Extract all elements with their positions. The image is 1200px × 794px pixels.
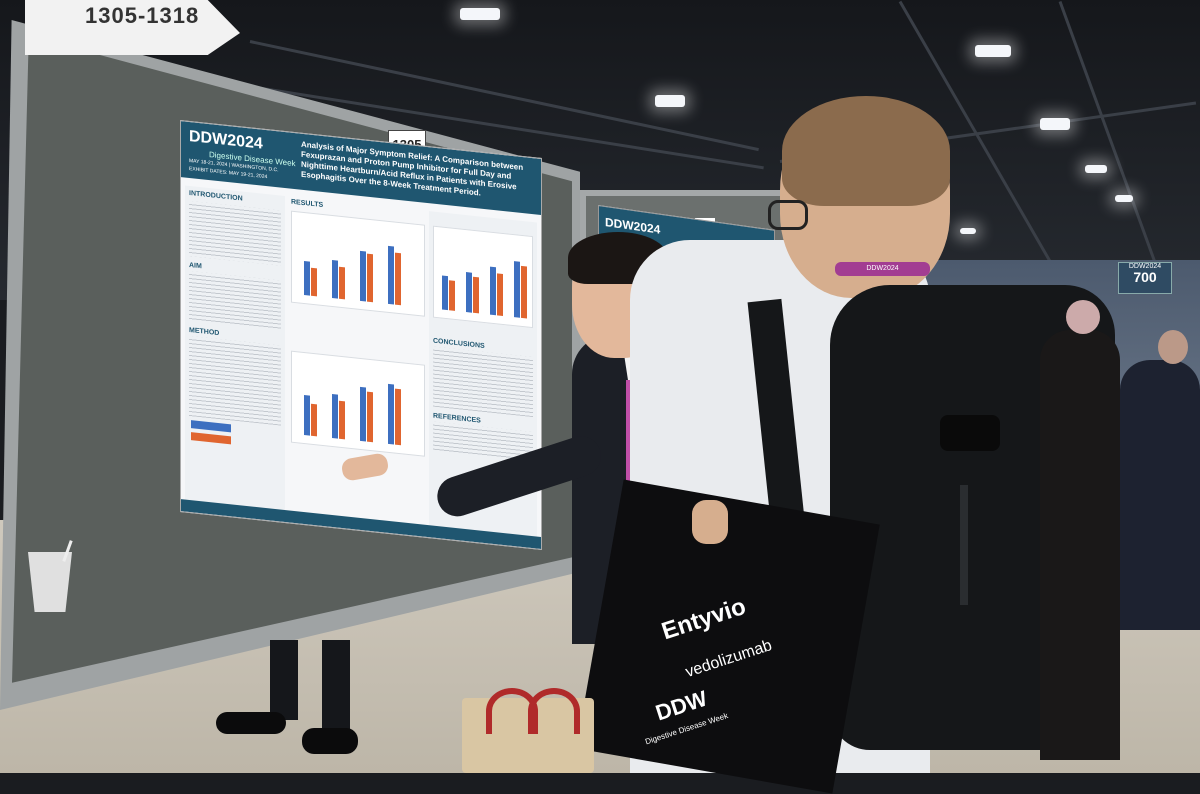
chart-bar bbox=[449, 280, 455, 311]
ceiling-light bbox=[960, 228, 976, 234]
chart-bar bbox=[339, 266, 345, 300]
chart-bar bbox=[332, 259, 338, 299]
chart-bar bbox=[311, 267, 317, 297]
text-block bbox=[189, 335, 281, 426]
handbag bbox=[462, 688, 594, 773]
chart-bar bbox=[360, 386, 366, 442]
results-chart-3 bbox=[433, 225, 533, 329]
chart-bar bbox=[497, 273, 503, 316]
plastic-cup bbox=[28, 552, 72, 612]
chart-bar bbox=[388, 383, 394, 445]
hall-sign-brand: DDW2024 bbox=[1128, 263, 1162, 270]
ceiling-light bbox=[460, 8, 500, 20]
ceiling-light bbox=[975, 45, 1011, 57]
chart-bar bbox=[395, 252, 401, 306]
results-chart-1 bbox=[291, 210, 425, 317]
shoe bbox=[302, 728, 358, 754]
chart-bar bbox=[466, 272, 472, 313]
presenter-lanyard bbox=[626, 380, 632, 520]
text-block bbox=[189, 200, 281, 266]
attendee-lanyard: DDW2024 bbox=[835, 262, 930, 276]
flow-box bbox=[191, 420, 231, 433]
person bbox=[1120, 360, 1200, 630]
attendee-hand bbox=[692, 500, 728, 544]
ceiling-light bbox=[655, 95, 685, 107]
shoe bbox=[216, 712, 286, 734]
chart-bar bbox=[367, 253, 373, 303]
leg bbox=[322, 640, 350, 730]
chart-bar bbox=[332, 393, 338, 439]
chart-bar bbox=[521, 265, 527, 319]
ceiling-light bbox=[1040, 118, 1070, 130]
chart-bar bbox=[304, 395, 310, 436]
chart-bar bbox=[339, 400, 345, 440]
section-results: RESULTS bbox=[291, 198, 324, 210]
person bbox=[1040, 330, 1120, 760]
handbag-handle bbox=[528, 688, 580, 734]
glasses bbox=[768, 200, 808, 230]
tote-bag: Entyvio vedolizumab DDW Digestive Diseas… bbox=[576, 479, 880, 794]
tote-brand: Entyvio bbox=[658, 592, 750, 646]
chart-bar bbox=[311, 403, 317, 437]
attendee-hair bbox=[782, 96, 950, 206]
aisle-number-sign: 1305-1318 bbox=[25, 0, 240, 55]
chart-bar bbox=[442, 275, 448, 311]
background-attendees bbox=[1030, 300, 1200, 760]
text-block bbox=[189, 270, 281, 331]
chart-bar bbox=[490, 266, 496, 316]
hall-sign-number: 700 bbox=[1133, 269, 1157, 285]
hall-sign: DDW2024 700 bbox=[1118, 262, 1172, 294]
chart-bar bbox=[395, 388, 401, 446]
chart-bar bbox=[388, 245, 394, 305]
person-head bbox=[1066, 300, 1100, 334]
chart-bar bbox=[367, 391, 373, 443]
chart-bar bbox=[473, 276, 479, 314]
chart-bar bbox=[360, 250, 366, 302]
tote-brand-sub: vedolizumab bbox=[683, 637, 775, 681]
poster-column-left: INTRODUCTION AIM METHOD bbox=[185, 185, 285, 517]
chart-bar bbox=[304, 261, 310, 296]
ceiling-light bbox=[1085, 165, 1107, 173]
ceiling-light bbox=[1115, 195, 1133, 202]
chart-bar bbox=[514, 261, 520, 318]
flow-box bbox=[191, 432, 231, 445]
backpack-zipper bbox=[960, 485, 968, 605]
person-head bbox=[1158, 330, 1188, 364]
leg bbox=[270, 640, 298, 720]
presenter-legs bbox=[216, 640, 360, 760]
backpack-buckle bbox=[940, 415, 1000, 451]
results-chart-2 bbox=[291, 350, 425, 457]
poster-logo: DDW2024 bbox=[189, 127, 263, 153]
method-flow-diagram bbox=[189, 420, 281, 470]
